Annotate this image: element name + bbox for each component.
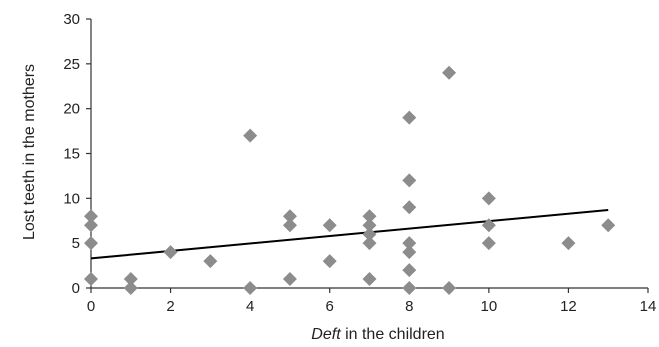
x-tick-label: 14 bbox=[640, 298, 657, 315]
data-point bbox=[322, 254, 337, 269]
data-point bbox=[362, 218, 377, 233]
data-point bbox=[282, 272, 297, 287]
data-point bbox=[402, 173, 417, 188]
x-axis-title-rest: in the children bbox=[341, 326, 445, 343]
data-point bbox=[402, 281, 417, 295]
data-point bbox=[84, 272, 98, 287]
y-tick-label: 20 bbox=[63, 101, 80, 118]
x-tick-label: 4 bbox=[246, 298, 254, 315]
x-tick-label: 8 bbox=[405, 298, 413, 315]
data-point bbox=[84, 209, 98, 224]
y-tick-label: 15 bbox=[63, 146, 80, 163]
x-tick-label: 2 bbox=[166, 298, 174, 315]
y-axis-title: Lost teeth in the mothers bbox=[21, 64, 38, 240]
x-tick-label: 0 bbox=[87, 298, 95, 315]
y-tick-label: 10 bbox=[63, 190, 80, 207]
data-point bbox=[203, 254, 218, 269]
data-point bbox=[402, 245, 417, 260]
data-point bbox=[402, 263, 417, 278]
data-point bbox=[362, 227, 377, 242]
x-tick-label: 6 bbox=[326, 298, 334, 315]
data-point bbox=[362, 272, 377, 287]
data-point bbox=[481, 236, 496, 251]
y-tick-label: 30 bbox=[63, 11, 80, 28]
x-tick-label: 12 bbox=[560, 298, 577, 315]
data-point bbox=[123, 281, 138, 295]
data-point bbox=[561, 236, 576, 251]
data-point bbox=[601, 218, 616, 233]
data-point bbox=[481, 218, 496, 233]
data-point bbox=[362, 236, 377, 251]
data-point bbox=[402, 110, 417, 125]
data-point bbox=[243, 128, 258, 143]
data-points bbox=[84, 65, 616, 295]
x-axis-title-emphasis: Deft bbox=[311, 326, 341, 343]
y-tick-label: 25 bbox=[63, 56, 80, 73]
x-tick-label: 10 bbox=[481, 298, 498, 315]
data-point bbox=[123, 272, 138, 287]
data-point bbox=[362, 209, 377, 224]
data-point bbox=[402, 200, 417, 215]
y-tick-label: 0 bbox=[72, 280, 80, 297]
data-point bbox=[481, 191, 496, 206]
data-point bbox=[84, 218, 98, 233]
x-axis: 0 2 4 6 8 10 12 14 bbox=[87, 287, 657, 315]
trend-line bbox=[90, 208, 609, 260]
y-tick-label: 5 bbox=[72, 235, 80, 252]
data-point bbox=[442, 281, 457, 295]
data-point bbox=[282, 209, 297, 224]
data-point bbox=[322, 218, 337, 233]
x-axis-title: Deft in the children bbox=[311, 326, 444, 343]
data-point bbox=[84, 236, 98, 251]
data-point bbox=[402, 236, 417, 251]
data-point bbox=[243, 281, 258, 295]
data-point bbox=[163, 245, 178, 260]
y-axis: 0 5 10 15 20 25 30 bbox=[63, 11, 92, 297]
data-point bbox=[442, 65, 457, 80]
trend-line-layer bbox=[90, 208, 609, 260]
data-point bbox=[282, 218, 297, 233]
